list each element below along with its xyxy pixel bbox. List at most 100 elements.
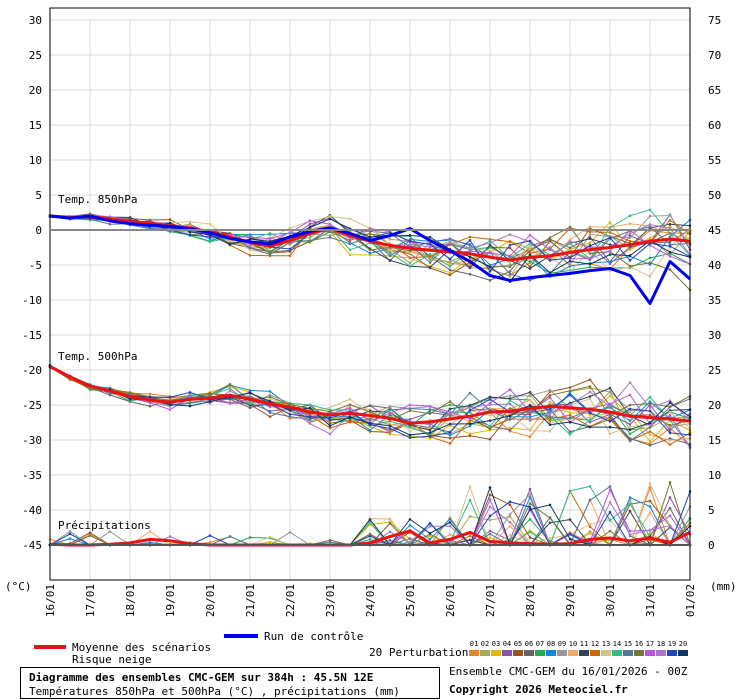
perturbation-point — [628, 403, 632, 407]
perturbation-point — [588, 390, 592, 394]
perturbation-point — [488, 505, 492, 509]
perturbation-point — [488, 243, 492, 247]
perturbation-point — [408, 418, 412, 421]
perturbation-point — [328, 540, 332, 544]
x-tick-label: 01/02 — [684, 584, 697, 617]
perturbation-point — [488, 246, 492, 249]
perturbation-point — [148, 530, 152, 533]
perturbation-point — [508, 272, 512, 276]
perturbation-point — [468, 238, 472, 242]
perturbation-point — [148, 395, 152, 399]
perturbation-point — [508, 418, 512, 421]
perturbation-point — [448, 521, 452, 524]
perturbation-point — [628, 410, 632, 414]
x-tick-label: 25/01 — [404, 584, 417, 617]
perturbation-point — [648, 425, 652, 429]
panel-label-t850: Temp. 850hPa — [58, 193, 137, 206]
perturbation-point — [668, 232, 672, 235]
perturbation-point — [508, 513, 512, 516]
perturbation-point — [388, 248, 392, 252]
perturbation-point — [128, 216, 132, 219]
perturbation-point — [288, 247, 292, 251]
right-tick-label: 45 — [708, 224, 721, 237]
perturbation-point — [268, 399, 272, 403]
perturbation-point — [508, 414, 512, 418]
perturbation-point — [488, 493, 492, 497]
perturbation-point — [588, 425, 592, 429]
perturbation-point — [408, 239, 412, 243]
perturbation-point — [208, 240, 212, 244]
perturbation-point — [588, 411, 592, 415]
perturbation-point — [648, 214, 652, 218]
perturbation-point — [288, 403, 292, 406]
perturbation-point — [628, 407, 632, 411]
perturbation-point — [148, 541, 152, 544]
perturbation-point — [568, 532, 572, 536]
perturbation-point — [628, 533, 632, 536]
perturbation-point — [548, 400, 552, 404]
perturbation-point — [328, 410, 332, 413]
left-tick-label: 0 — [35, 224, 42, 237]
perturbation-point — [348, 406, 352, 410]
perturbation-legend: 01 02 03 04 05 06 07 08 09 10 11 12 13 14 15 16 17 18 19 20 — [469, 640, 688, 656]
perturbation-point — [408, 249, 412, 252]
perturbation-point — [608, 519, 612, 522]
right-axis-unit: (mm) — [710, 580, 737, 593]
perturbation-point — [648, 421, 652, 425]
perturbation-point — [588, 416, 592, 419]
perturbation-point — [648, 236, 652, 240]
perturbation-point — [488, 398, 492, 401]
perturbation-point — [448, 533, 452, 536]
perturbation-legend-number: 07 — [536, 640, 544, 648]
perturbation-point — [528, 267, 532, 270]
perturbation-point — [468, 408, 472, 412]
perturbation-point — [428, 404, 432, 408]
left-tick-label: -30 — [22, 434, 42, 447]
perturbation-point — [508, 233, 512, 236]
perturbation-point — [628, 259, 632, 262]
perturbation-point — [468, 235, 472, 239]
perturbation-point — [248, 248, 252, 251]
right-tick-label: 35 — [708, 294, 721, 307]
perturbation-point — [508, 246, 512, 250]
perturbation-point — [628, 509, 632, 513]
perturbation-point — [568, 411, 572, 415]
plot-frame — [49, 7, 691, 581]
perturbation-point — [248, 233, 252, 236]
perturbation-point — [408, 409, 412, 412]
perturbation-point — [468, 246, 472, 250]
perturbation-point — [368, 518, 372, 522]
perturbation-point — [448, 422, 452, 426]
perturbation-point — [428, 423, 432, 427]
perturbation-point — [328, 217, 332, 221]
perturbation-point — [648, 439, 652, 443]
perturbation-point — [568, 225, 572, 229]
perturbation-point — [468, 391, 472, 395]
perturbation-point — [428, 266, 432, 269]
perturbation-point — [448, 407, 452, 411]
perturbation-point — [648, 430, 652, 433]
perturbation-point — [88, 531, 92, 534]
perturbation-point — [668, 226, 672, 230]
perturbation-point — [608, 394, 612, 398]
perturbation-point — [528, 245, 532, 248]
x-tick-label: 23/01 — [324, 584, 337, 617]
perturbation-point — [488, 514, 492, 518]
perturbation-point — [548, 388, 552, 392]
perturbation-point — [628, 425, 632, 428]
right-tick-label: 50 — [708, 189, 721, 202]
perturbation-point — [508, 261, 512, 265]
perturbation-point — [408, 403, 412, 407]
perturbation-point — [188, 230, 192, 234]
perturbation-legend-number: 20 — [679, 640, 687, 648]
perturbation-point — [588, 532, 592, 535]
perturbation-point — [508, 407, 512, 410]
perturbation-point — [428, 431, 432, 434]
perturbation-point — [388, 539, 392, 542]
perturbation-legend-number: 06 — [525, 640, 533, 648]
perturbation-point — [348, 415, 352, 419]
perturbation-point — [188, 401, 192, 404]
perturbation-point — [448, 431, 452, 434]
perturbation-point — [328, 416, 332, 420]
perturbation-point — [488, 425, 492, 428]
